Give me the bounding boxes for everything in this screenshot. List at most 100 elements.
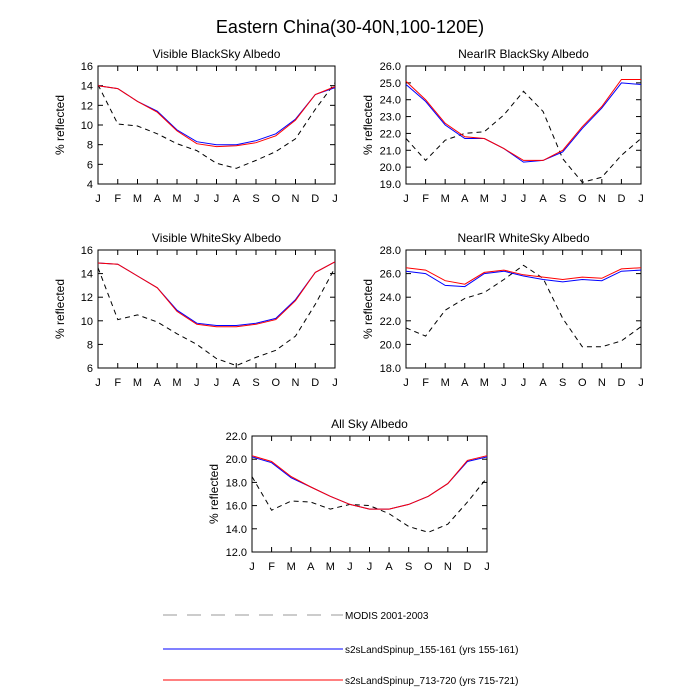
x-tick-label: F bbox=[114, 193, 121, 205]
x-tick-label: F bbox=[268, 561, 275, 573]
x-tick-label: J bbox=[403, 193, 409, 205]
x-tick-label: A bbox=[461, 193, 469, 205]
y-tick-label: 16 bbox=[81, 245, 93, 257]
y-tick-label: 14.0 bbox=[226, 524, 247, 536]
x-tick-label: F bbox=[422, 377, 429, 389]
x-tick-label: S bbox=[252, 377, 259, 389]
x-tick-label: M bbox=[480, 377, 489, 389]
y-tick-label: 18.0 bbox=[380, 363, 401, 375]
x-tick-label: D bbox=[311, 377, 319, 389]
panel-title: Visible BlackSky Albedo bbox=[153, 47, 281, 61]
x-tick-label: M bbox=[441, 193, 450, 205]
x-tick-label: S bbox=[405, 561, 412, 573]
series-line-3 bbox=[97, 261, 336, 328]
figure-title: Eastern China(30-40N,100-120E) bbox=[216, 17, 484, 37]
y-tick-label: 20.0 bbox=[380, 339, 401, 351]
x-tick-label: O bbox=[271, 377, 280, 389]
panel-title: All Sky Albedo bbox=[331, 417, 408, 431]
x-tick-label: J bbox=[95, 377, 101, 389]
y-tick-label: 21.0 bbox=[380, 145, 401, 157]
x-tick-label: F bbox=[114, 377, 121, 389]
panel-title: NearIR WhiteSky Albedo bbox=[457, 231, 589, 245]
x-tick-label: J bbox=[214, 193, 220, 205]
y-tick-label: 10 bbox=[81, 316, 93, 328]
y-tick-label: 16 bbox=[81, 61, 93, 73]
x-tick-label: N bbox=[292, 193, 300, 205]
y-axis-label: % reflected bbox=[361, 95, 375, 155]
x-tick-label: S bbox=[252, 193, 259, 205]
axis-frame bbox=[251, 435, 488, 553]
y-axis-label: % reflected bbox=[361, 279, 375, 339]
legend-label: s2sLandSpinup_155-161 (yrs 155-161) bbox=[345, 645, 518, 656]
series-line-3 bbox=[405, 79, 641, 161]
legend: MODIS 2001-2003 s2sLandSpinup_155-161 (yr… bbox=[163, 611, 518, 687]
x-tick-label: A bbox=[307, 561, 315, 573]
x-tick-label: D bbox=[617, 377, 625, 389]
x-tick-label: J bbox=[521, 377, 527, 389]
x-tick-label: M bbox=[133, 377, 142, 389]
series-line-1 bbox=[97, 82, 336, 169]
x-tick-label: J bbox=[638, 193, 644, 205]
x-tick-label: N bbox=[598, 377, 606, 389]
y-tick-label: 28.0 bbox=[380, 245, 401, 257]
y-axis-label: % reflected bbox=[53, 95, 67, 155]
series-line-3 bbox=[97, 85, 336, 148]
x-tick-label: A bbox=[233, 377, 241, 389]
y-tick-label: 4 bbox=[87, 179, 93, 191]
x-tick-label: N bbox=[598, 193, 606, 205]
y-tick-label: 12 bbox=[81, 292, 93, 304]
x-tick-label: J bbox=[501, 377, 507, 389]
x-tick-label: J bbox=[367, 561, 373, 573]
y-tick-label: 24.0 bbox=[380, 292, 401, 304]
series-line-2 bbox=[251, 456, 488, 510]
x-tick-label: J bbox=[403, 377, 409, 389]
x-tick-label: D bbox=[311, 193, 319, 205]
y-tick-label: 24.0 bbox=[380, 95, 401, 107]
x-tick-label: M bbox=[441, 377, 450, 389]
series-line-2 bbox=[405, 82, 642, 163]
axis-frame bbox=[97, 65, 336, 185]
series-line-1 bbox=[405, 90, 642, 183]
y-tick-label: 14 bbox=[81, 269, 93, 281]
series-line-2 bbox=[97, 261, 336, 326]
legend-label: MODIS 2001-2003 bbox=[345, 611, 429, 622]
y-tick-label: 10 bbox=[81, 120, 93, 132]
series-line-3 bbox=[405, 267, 642, 285]
x-tick-label: J bbox=[332, 377, 338, 389]
y-tick-label: 12 bbox=[81, 100, 93, 112]
x-tick-label: D bbox=[617, 193, 625, 205]
x-tick-label: N bbox=[292, 377, 300, 389]
x-tick-label: J bbox=[95, 193, 101, 205]
y-tick-label: 25.0 bbox=[380, 78, 401, 90]
x-tick-label: A bbox=[539, 193, 547, 205]
y-tick-label: 12.0 bbox=[226, 547, 247, 559]
axis-frame bbox=[405, 249, 642, 369]
x-tick-label: N bbox=[444, 561, 452, 573]
series-line-1 bbox=[97, 267, 336, 367]
x-tick-label: J bbox=[347, 561, 353, 573]
x-tick-label: A bbox=[154, 377, 162, 389]
legend-label: s2sLandSpinup_713-720 (yrs 715-721) bbox=[345, 676, 518, 687]
x-tick-label: D bbox=[463, 561, 471, 573]
y-tick-label: 20.0 bbox=[380, 162, 401, 174]
x-tick-label: J bbox=[194, 377, 200, 389]
y-tick-label: 6 bbox=[87, 363, 93, 375]
y-tick-label: 8 bbox=[87, 339, 93, 351]
x-tick-label: A bbox=[154, 193, 162, 205]
x-tick-label: J bbox=[484, 561, 490, 573]
y-tick-label: 23.0 bbox=[380, 112, 401, 124]
y-tick-label: 22.0 bbox=[380, 316, 401, 328]
series-line-1 bbox=[405, 264, 642, 348]
x-tick-label: J bbox=[521, 193, 527, 205]
axis-frame bbox=[97, 249, 336, 369]
series-line-2 bbox=[405, 269, 642, 288]
y-tick-label: 19.0 bbox=[380, 179, 401, 191]
x-tick-label: O bbox=[578, 193, 587, 205]
